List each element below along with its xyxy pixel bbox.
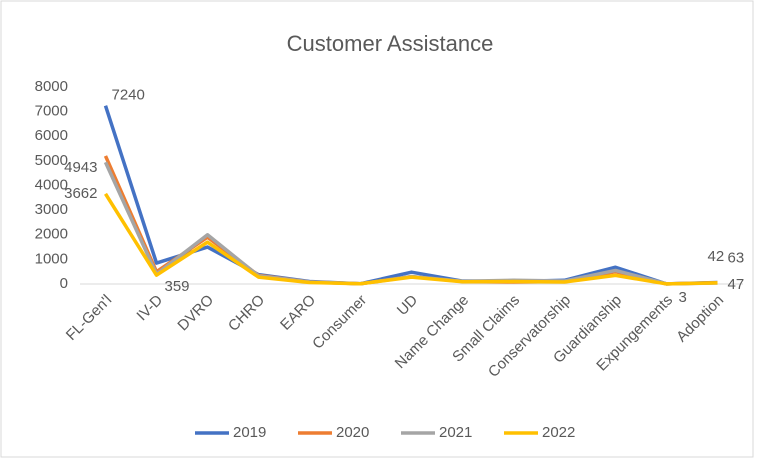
data-label: 7240 [112, 87, 145, 104]
legend-label: 2022 [542, 424, 575, 441]
y-tick-label: 0 [60, 275, 68, 292]
data-label: 3662 [64, 185, 97, 202]
y-tick-label: 2000 [35, 226, 68, 243]
data-label: 47 [728, 276, 745, 293]
data-label: 42 [708, 248, 725, 265]
data-label: 4943 [64, 159, 97, 176]
series-line [104, 192, 718, 286]
chart-title: Customer Assistance [287, 31, 494, 56]
y-tick-label: 6000 [35, 127, 68, 144]
y-tick-label: 8000 [35, 78, 68, 95]
y-tick-label: 5000 [35, 152, 68, 169]
legend-label: 2020 [336, 424, 369, 441]
series-line [103, 105, 718, 286]
legend-label: 2019 [233, 424, 266, 441]
legend-label: 2021 [439, 424, 472, 441]
y-tick-label: 1000 [35, 250, 68, 267]
data-label: 3 [679, 289, 687, 306]
data-label: 359 [165, 278, 190, 295]
y-tick-label: 7000 [35, 103, 68, 120]
y-tick-label: 4000 [35, 176, 68, 193]
y-tick-label: 3000 [35, 201, 68, 218]
data-label: 63 [728, 249, 745, 266]
